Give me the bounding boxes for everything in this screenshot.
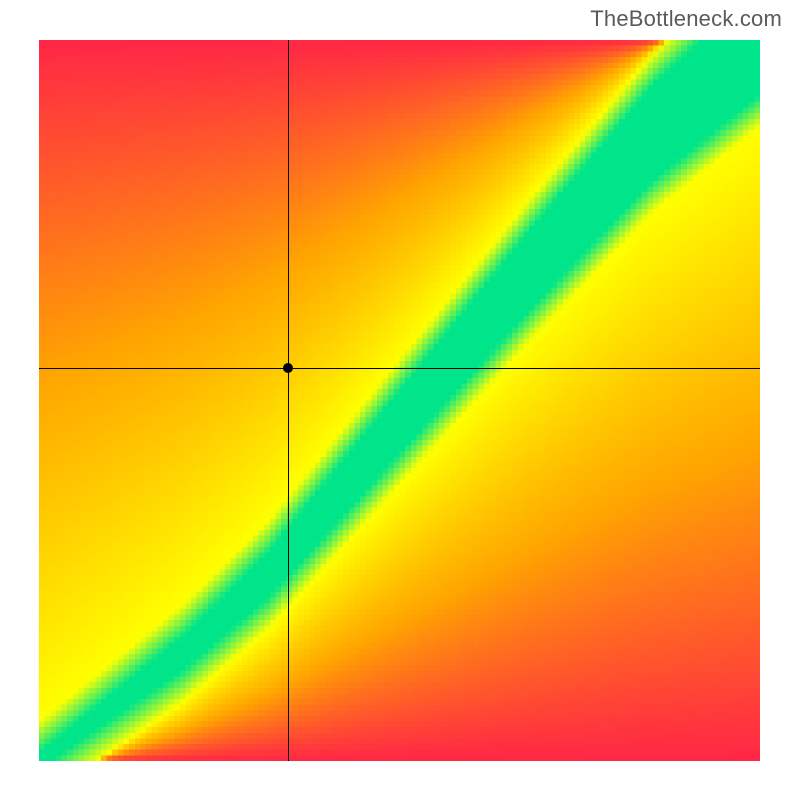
attribution-text: TheBottleneck.com [590, 6, 782, 32]
heatmap-canvas [39, 40, 760, 761]
chart-container: TheBottleneck.com [0, 0, 800, 800]
crosshair-vertical [288, 40, 289, 761]
plot-frame [39, 40, 760, 761]
crosshair-marker [283, 363, 293, 373]
crosshair-horizontal [39, 368, 760, 369]
